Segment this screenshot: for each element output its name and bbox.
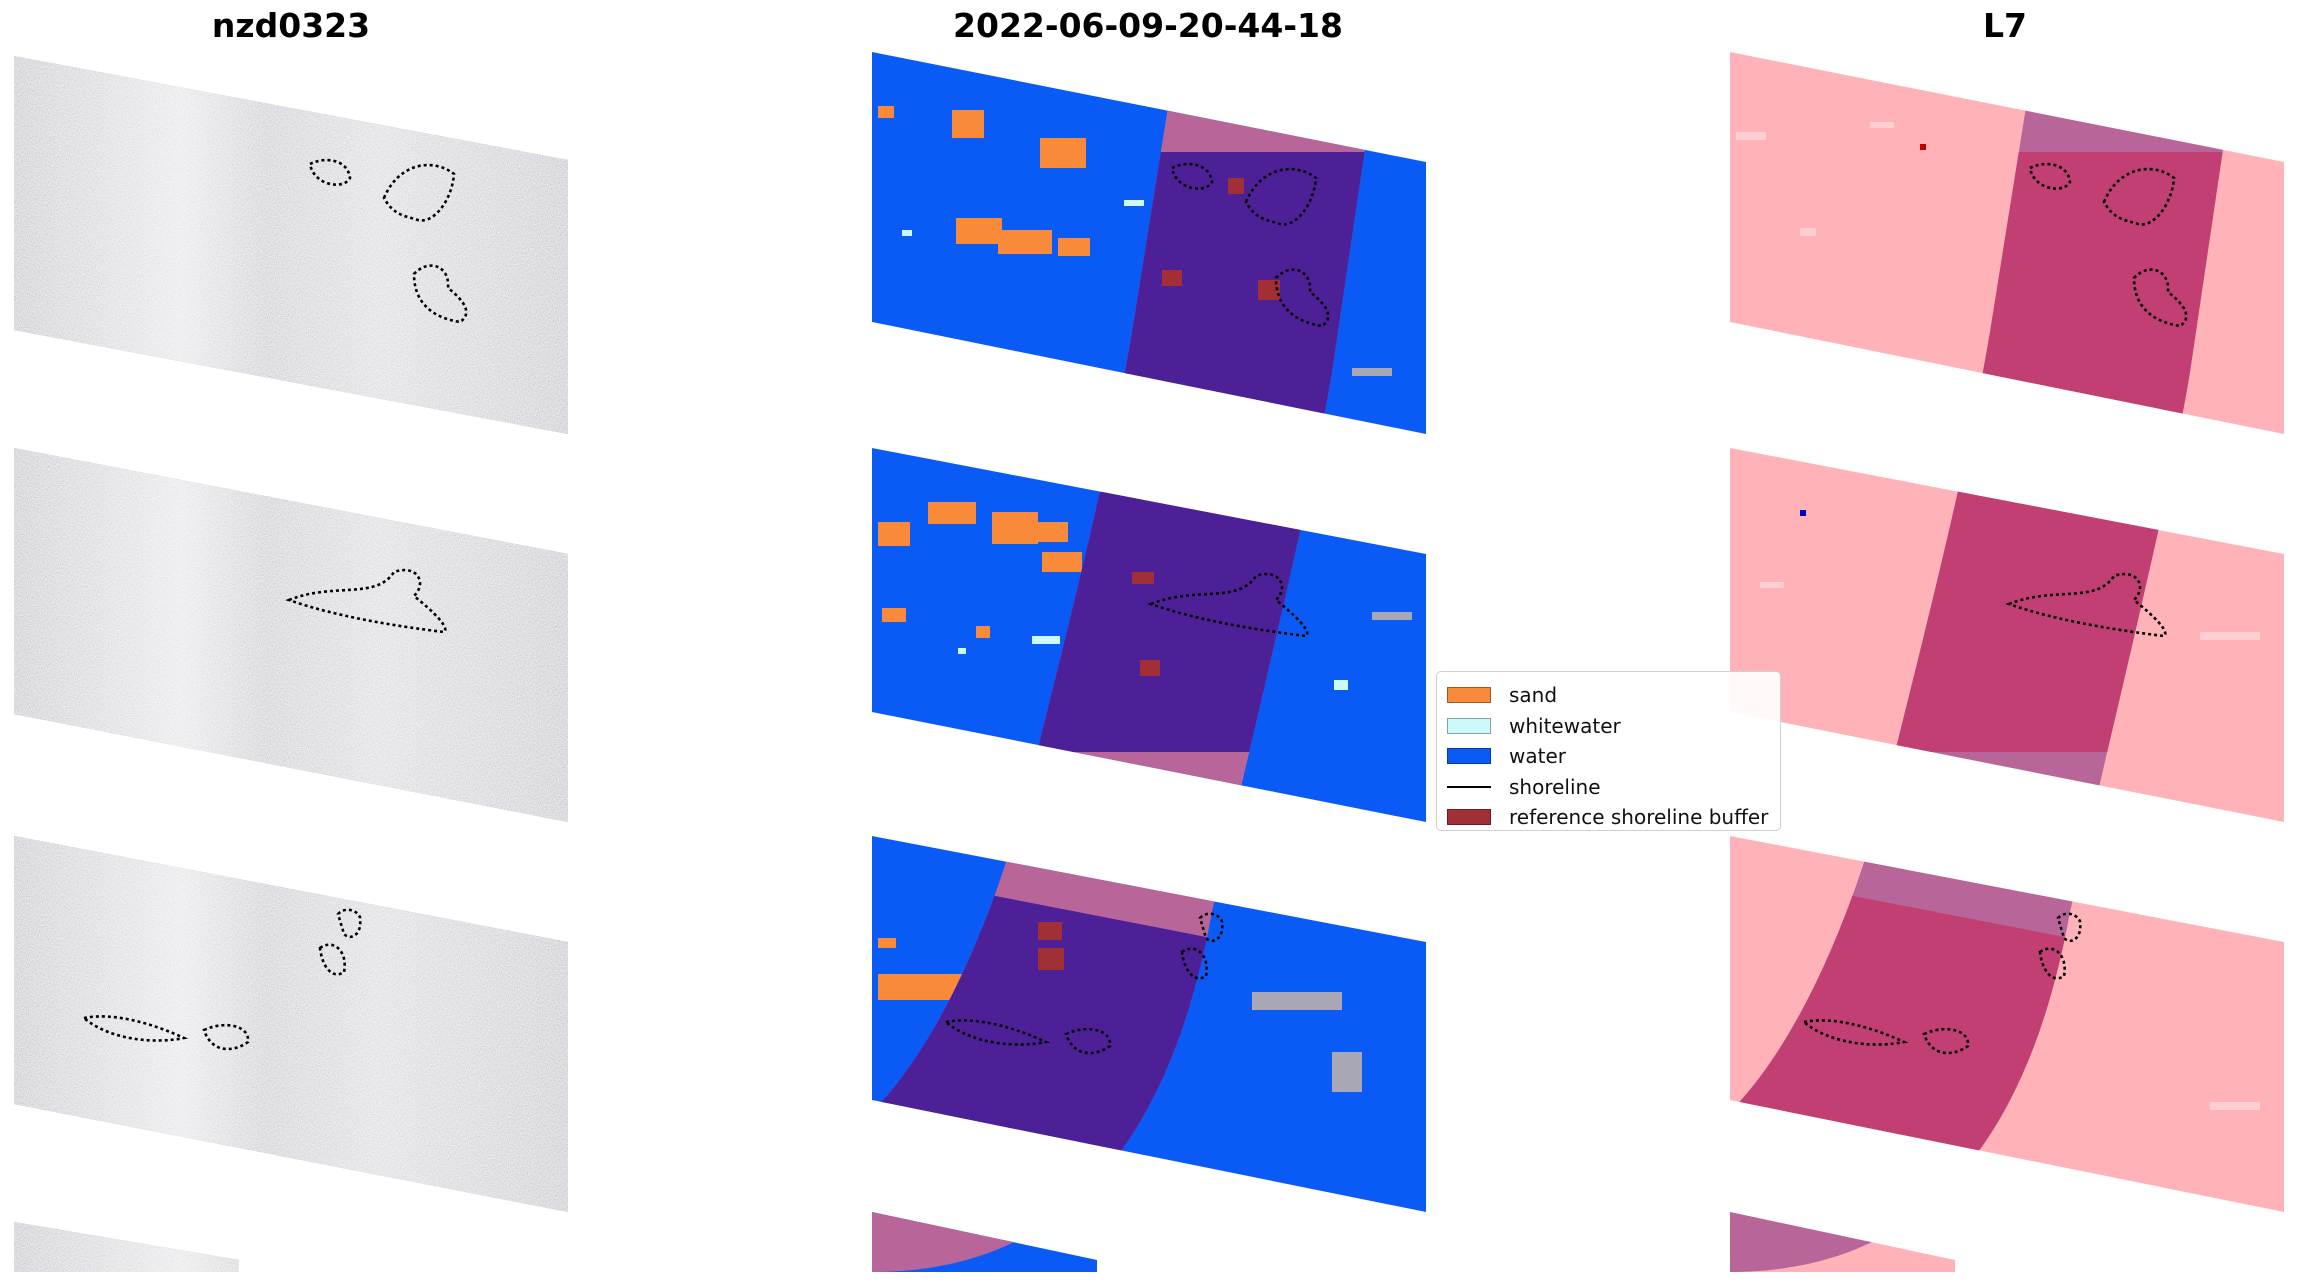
legend-swatch-sand [1447,687,1491,704]
legend-label: whitewater [1509,713,1621,738]
title-center: 2022-06-09-20-44-18 [953,6,1343,45]
legend-swatch-shoreline [1447,779,1491,795]
l7-index-panel [1730,52,2290,1272]
rgb-image-panel [14,52,574,1272]
legend-label: shoreline [1509,774,1601,799]
legend-label: reference shoreline buffer [1509,805,1769,830]
legend-item-whitewater: whitewater [1447,711,1770,742]
legend-item-shoreline: shoreline [1447,772,1770,803]
legend-item-water: water [1447,741,1770,772]
legend: sand whitewater water shoreline referenc… [1436,671,1781,831]
title-left: nzd0323 [211,6,371,45]
legend-swatch-whitewater [1447,717,1491,734]
legend-swatch-water [1447,748,1491,765]
legend-label: water [1509,744,1566,769]
legend-item-sand: sand [1447,680,1770,711]
legend-label: sand [1509,683,1558,708]
title-right: L7 [1983,6,2027,45]
legend-swatch-reference-buffer [1447,809,1491,826]
classification-panel [872,52,1432,1272]
legend-item-reference-buffer: reference shoreline buffer [1447,802,1770,833]
